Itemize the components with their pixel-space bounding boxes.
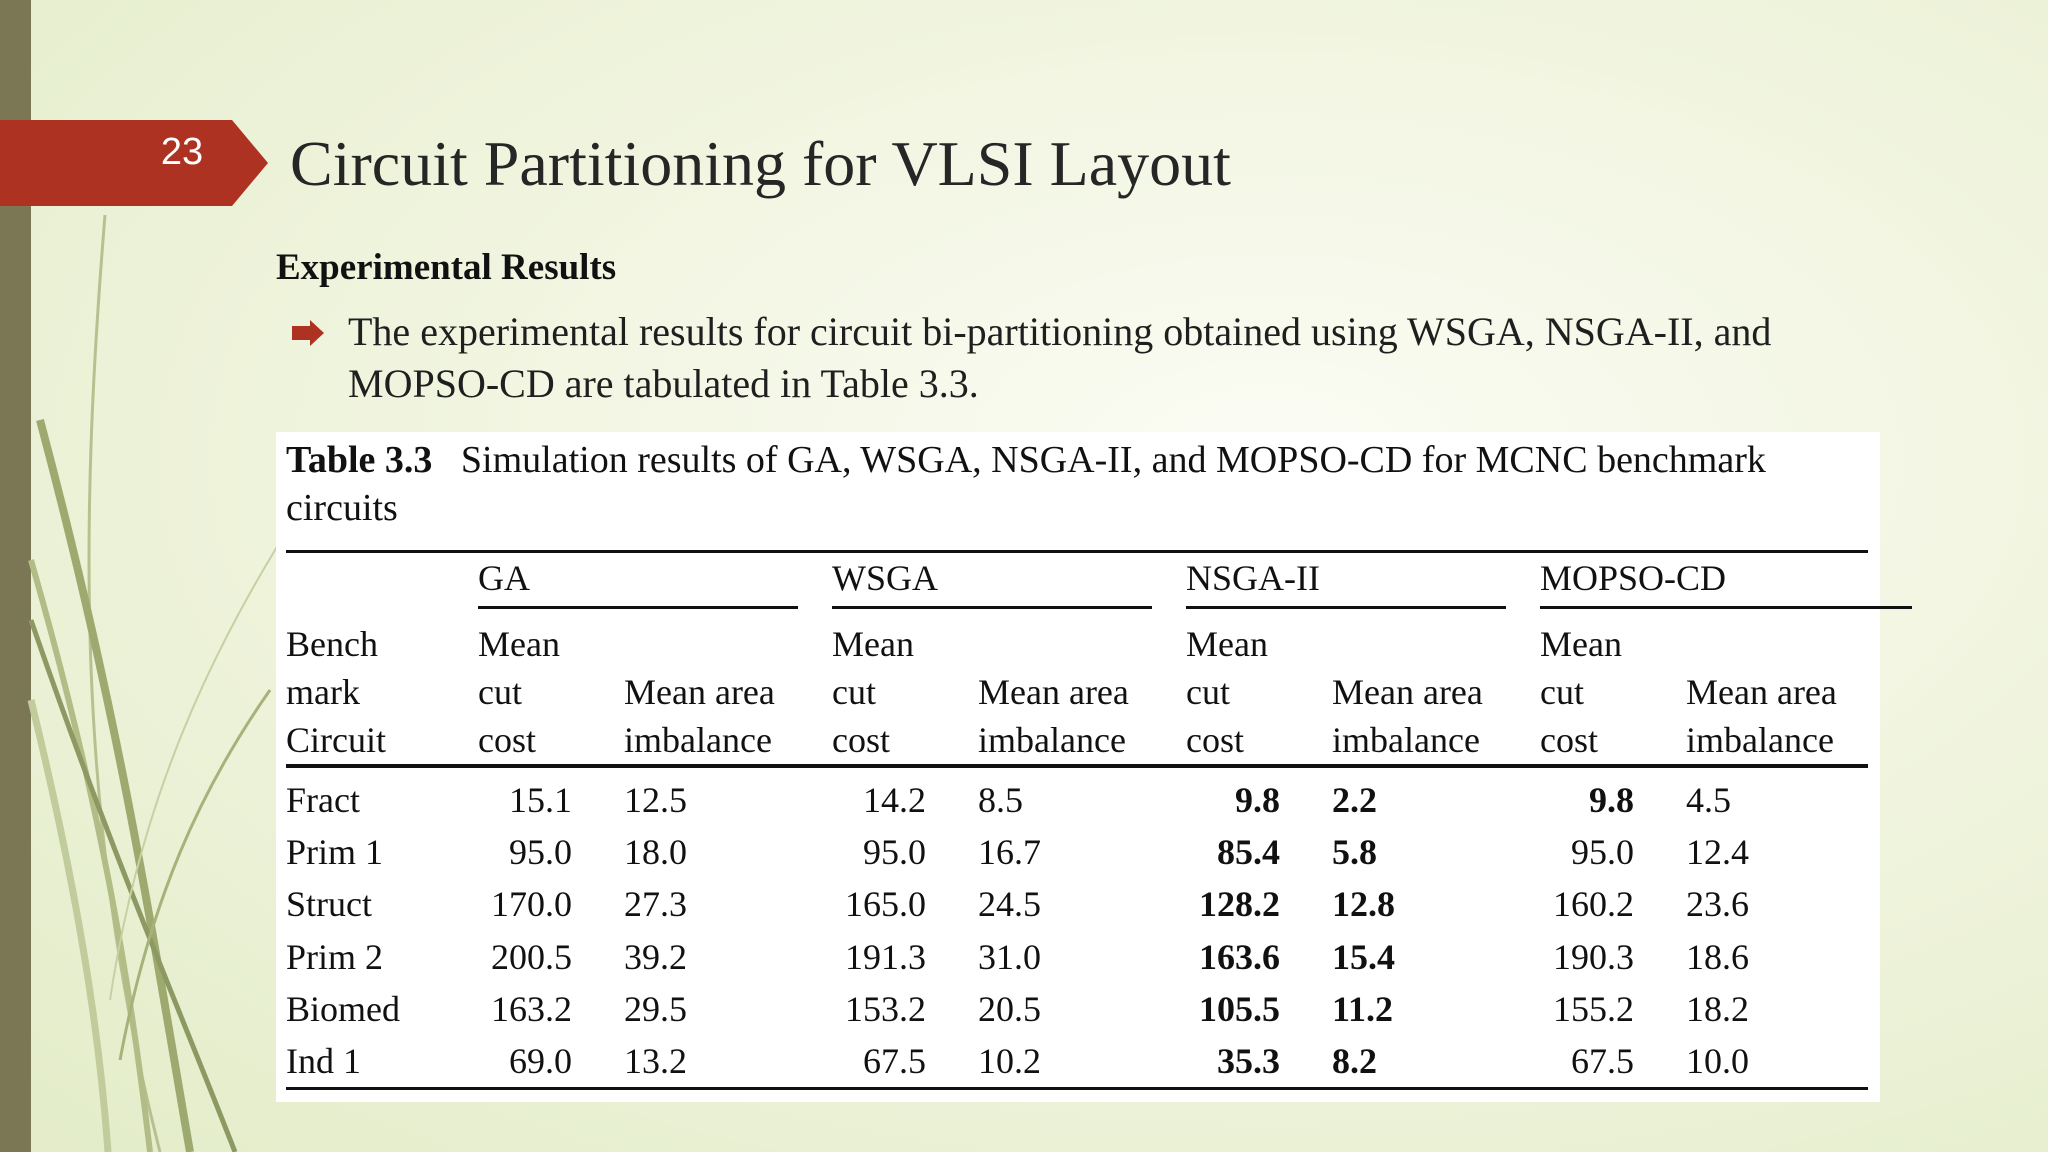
cell-mean-area-imbalance: 18.6 xyxy=(1686,936,1749,977)
cell-mean-cut-cost: 69.0 xyxy=(509,1041,572,1081)
header-mean-cut-cost: cut xyxy=(478,672,522,712)
cell-mean-area-imbalance: 11.2 xyxy=(1332,988,1394,1029)
decorative-grass-stems xyxy=(27,214,301,1152)
cell-mean-cut-cost: 95.0 xyxy=(509,832,572,873)
cell-mean-area-imbalance: 15.4 xyxy=(1332,936,1395,977)
header-mean-cut-cost: cost xyxy=(1186,720,1244,760)
results-table: Table 3.3 Simulation results of GA, WSGA… xyxy=(276,432,1912,1102)
table-top-rule xyxy=(286,550,1868,553)
header-mean-area-imbalance: imbalance xyxy=(978,720,1126,760)
header-mean-area-imbalance: Mean area xyxy=(978,672,1129,712)
cell-mean-cut-cost: 170.0 xyxy=(491,884,572,925)
cell-mean-area-imbalance: 24.5 xyxy=(978,884,1041,925)
cell-mean-area-imbalance: 12.5 xyxy=(624,780,687,820)
cell-mean-cut-cost: 128.2 xyxy=(1199,884,1280,925)
row-circuit-name: Prim 2 xyxy=(286,936,384,977)
group-header-wsga: WSGA xyxy=(832,558,938,598)
row-circuit-name: Ind 1 xyxy=(286,1041,361,1081)
header-mean-cut-cost: cut xyxy=(1540,672,1584,712)
header-mean-cut-cost: Mean xyxy=(478,624,560,664)
cell-mean-area-imbalance: 2.2 xyxy=(1332,780,1377,820)
cell-mean-area-imbalance: 29.5 xyxy=(624,988,687,1029)
row-circuit-name: Fract xyxy=(286,780,360,820)
cell-mean-cut-cost: 165.0 xyxy=(845,884,926,925)
cell-mean-area-imbalance: 10.2 xyxy=(978,1041,1041,1081)
cell-mean-cut-cost: 15.1 xyxy=(509,780,572,820)
cell-mean-area-imbalance: 5.8 xyxy=(1332,832,1377,873)
header-mean-cut-cost: Mean xyxy=(832,624,914,664)
cell-mean-area-imbalance: 12.4 xyxy=(1686,832,1749,873)
cell-mean-area-imbalance: 31.0 xyxy=(978,936,1041,977)
header-mean-cut-cost: cut xyxy=(1186,672,1230,712)
table-caption-text: Simulation results of GA, WSGA, NSGA-II,… xyxy=(286,439,1766,529)
cell-mean-cut-cost: 163.2 xyxy=(491,988,572,1029)
cell-mean-cut-cost: 67.5 xyxy=(1571,1041,1634,1081)
cell-mean-cut-cost: 85.4 xyxy=(1217,832,1280,873)
row-circuit-name: Biomed xyxy=(286,988,400,1029)
cell-mean-area-imbalance: 23.6 xyxy=(1686,884,1749,925)
group-rule-ga xyxy=(478,606,798,609)
header-mean-cut-cost: cost xyxy=(1540,720,1598,760)
cell-mean-area-imbalance: 18.2 xyxy=(1686,988,1749,1029)
group-rule-nsga-ii xyxy=(1186,606,1506,609)
slide-number: 23 xyxy=(160,131,204,173)
header-mean-cut-cost: Mean xyxy=(1540,624,1622,664)
cell-mean-area-imbalance: 39.2 xyxy=(624,936,687,977)
slide-number-tab xyxy=(0,120,268,206)
cell-mean-cut-cost: 95.0 xyxy=(1571,832,1634,873)
group-header-mopso-cd: MOPSO-CD xyxy=(1540,558,1727,598)
group-header-nsga-ii: NSGA-II xyxy=(1186,558,1320,598)
table-bottom-rule xyxy=(286,1087,1868,1090)
cell-mean-cut-cost: 153.2 xyxy=(845,988,926,1029)
cell-mean-cut-cost: 14.2 xyxy=(863,780,926,820)
table-header-rule xyxy=(286,764,1868,768)
header-bench-mark-circuit: mark xyxy=(286,672,360,712)
section-heading: Experimental Results xyxy=(276,247,617,288)
group-rule-mopso-cd xyxy=(1540,606,1912,609)
header-mean-cut-cost: cost xyxy=(478,720,536,760)
header-mean-area-imbalance: Mean area xyxy=(624,672,775,712)
cell-mean-cut-cost: 200.5 xyxy=(491,936,572,977)
group-header-ga: GA xyxy=(478,558,530,598)
cell-mean-cut-cost: 95.0 xyxy=(863,832,926,873)
header-mean-cut-cost: Mean xyxy=(1186,624,1268,664)
cell-mean-area-imbalance: 8.5 xyxy=(978,780,1023,820)
cell-mean-area-imbalance: 10.0 xyxy=(1686,1041,1749,1081)
cell-mean-cut-cost: 163.6 xyxy=(1199,936,1280,977)
cell-mean-cut-cost: 191.3 xyxy=(845,936,926,977)
header-bench-mark-circuit: Bench xyxy=(286,624,378,664)
header-mean-area-imbalance: imbalance xyxy=(624,720,772,760)
header-mean-area-imbalance: imbalance xyxy=(1686,720,1834,760)
cell-mean-cut-cost: 9.8 xyxy=(1235,780,1280,820)
slide-title: Circuit Partitioning for VLSI Layout xyxy=(290,128,1231,199)
arrow-bullet-icon xyxy=(292,320,324,346)
cell-mean-cut-cost: 67.5 xyxy=(863,1041,926,1081)
cell-mean-area-imbalance: 20.5 xyxy=(978,988,1041,1029)
bullet-text: The experimental results for circuit bi-… xyxy=(348,309,1772,406)
table-caption: Table 3.3 Simulation results of GA, WSGA… xyxy=(286,436,1874,532)
cell-mean-cut-cost: 35.3 xyxy=(1217,1041,1280,1081)
cell-mean-area-imbalance: 16.7 xyxy=(978,832,1041,873)
header-mean-area-imbalance: Mean area xyxy=(1686,672,1837,712)
header-mean-area-imbalance: Mean area xyxy=(1332,672,1483,712)
table-caption-label: Table 3.3 xyxy=(286,439,433,481)
cell-mean-area-imbalance: 12.8 xyxy=(1332,884,1395,925)
header-bench-mark-circuit: Circuit xyxy=(286,720,386,760)
header-mean-cut-cost: cut xyxy=(832,672,876,712)
cell-mean-cut-cost: 155.2 xyxy=(1553,988,1634,1029)
cell-mean-area-imbalance: 8.2 xyxy=(1332,1041,1377,1081)
header-mean-area-imbalance: imbalance xyxy=(1332,720,1480,760)
group-rule-wsga xyxy=(832,606,1152,609)
cell-mean-area-imbalance: 13.2 xyxy=(624,1041,687,1081)
cell-mean-area-imbalance: 27.3 xyxy=(624,884,687,925)
cell-mean-cut-cost: 190.3 xyxy=(1553,936,1634,977)
cell-mean-cut-cost: 105.5 xyxy=(1199,988,1280,1029)
cell-mean-area-imbalance: 18.0 xyxy=(624,832,687,873)
header-mean-cut-cost: cost xyxy=(832,720,890,760)
cell-mean-cut-cost: 160.2 xyxy=(1553,884,1634,925)
row-circuit-name: Prim 1 xyxy=(286,832,384,873)
row-circuit-name: Struct xyxy=(286,884,372,925)
cell-mean-area-imbalance: 4.5 xyxy=(1686,780,1731,820)
cell-mean-cut-cost: 9.8 xyxy=(1589,780,1634,820)
